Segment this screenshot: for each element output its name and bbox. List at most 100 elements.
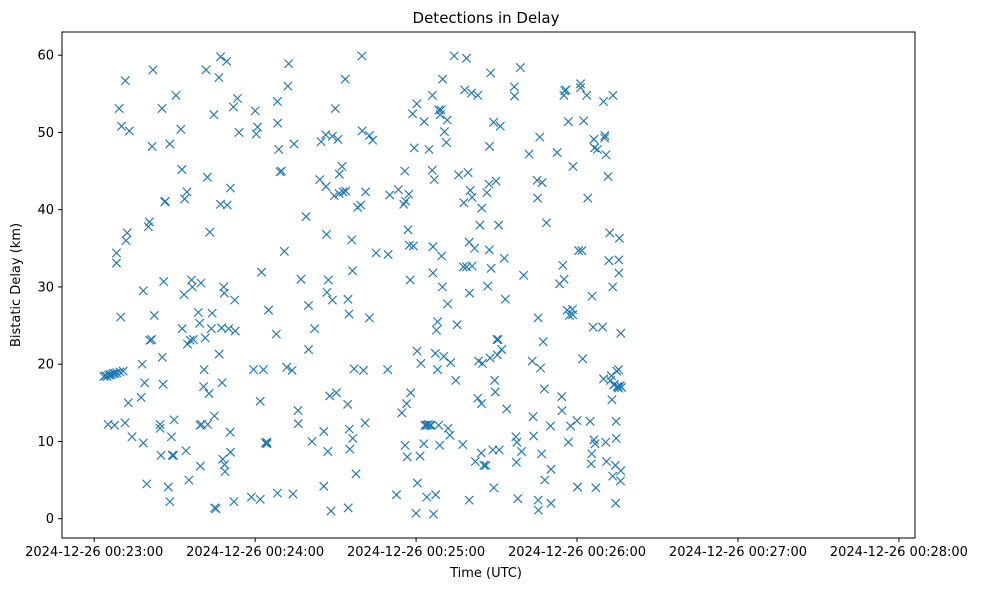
data-point-marker	[428, 242, 438, 252]
data-point-marker	[482, 188, 492, 198]
data-point-marker	[616, 466, 626, 476]
data-point-marker	[454, 170, 464, 180]
data-point-marker	[234, 127, 244, 138]
data-point-marker	[481, 460, 491, 470]
data-point-marker	[225, 183, 236, 193]
data-point-marker	[409, 143, 419, 153]
data-point-marker	[262, 437, 272, 447]
data-point-marker	[272, 488, 283, 498]
data-point-marker	[340, 74, 350, 84]
data-point-marker	[416, 358, 426, 369]
data-point-marker	[616, 328, 626, 338]
data-point-marker	[592, 144, 603, 155]
y-tick-label: 10	[37, 435, 54, 450]
data-point-marker	[203, 419, 213, 430]
x-axis-label: Time (UTC)	[449, 566, 522, 581]
data-point-marker	[181, 446, 191, 456]
data-point-marker	[351, 469, 361, 479]
data-point-marker	[436, 251, 447, 261]
data-point-marker	[500, 294, 511, 304]
data-point-marker	[316, 137, 326, 147]
x-tick-label: 2024-12-26 00:26:00	[508, 545, 646, 560]
data-point-marker	[590, 439, 600, 449]
data-point-marker	[428, 268, 438, 278]
data-point-marker	[121, 235, 131, 246]
data-point-marker	[607, 395, 617, 405]
data-point-marker	[256, 267, 267, 277]
y-axis-label: Bistatic Delay (km)	[9, 223, 24, 347]
data-point-marker	[537, 178, 547, 188]
data-point-marker	[218, 454, 228, 464]
data-point-marker	[322, 287, 332, 297]
data-point-marker	[400, 166, 410, 176]
data-point-marker	[451, 375, 461, 386]
data-point-marker	[431, 490, 441, 500]
data-point-marker	[230, 326, 240, 336]
data-point-marker	[614, 268, 624, 278]
data-point-marker	[205, 227, 215, 237]
data-point-marker	[466, 88, 477, 98]
data-point-marker	[177, 324, 187, 334]
data-point-marker	[338, 187, 348, 197]
data-point-marker	[250, 106, 260, 116]
data-point-marker	[303, 344, 314, 355]
data-point-marker	[473, 90, 483, 100]
data-point-marker	[483, 281, 493, 291]
y-tick-label: 30	[37, 280, 54, 295]
data-point-marker	[574, 246, 584, 256]
data-point-marker	[356, 200, 366, 210]
data-point-marker	[401, 196, 411, 206]
data-point-marker	[148, 65, 158, 75]
data-point-marker	[587, 291, 597, 301]
data-point-marker	[464, 495, 474, 505]
data-point-marker	[578, 354, 588, 364]
data-point-marker	[364, 313, 375, 323]
data-point-marker	[488, 117, 499, 127]
data-point-marker	[219, 460, 230, 470]
data-point-marker	[430, 348, 440, 358]
data-point-marker	[211, 504, 221, 514]
data-point-marker	[476, 398, 487, 409]
data-point-marker	[165, 497, 175, 507]
data-point-marker	[494, 220, 504, 230]
x-tick-label: 2024-12-26 00:25:00	[347, 545, 485, 560]
data-point-marker	[568, 310, 578, 320]
data-point-marker	[343, 294, 353, 304]
data-point-marker	[403, 225, 413, 235]
data-point-marker	[156, 450, 166, 460]
data-point-marker	[391, 490, 402, 500]
data-point-marker	[319, 426, 329, 436]
data-point-marker	[509, 91, 520, 101]
data-point-marker	[222, 56, 232, 66]
data-point-marker	[402, 398, 412, 409]
data-point-marker	[147, 141, 157, 151]
data-point-marker	[428, 509, 439, 519]
y-tick-label: 0	[46, 512, 54, 527]
data-point-marker	[284, 59, 294, 69]
x-tick-label: 2024-12-26 00:24:00	[186, 545, 324, 560]
data-point-marker	[195, 318, 205, 328]
data-point-marker	[533, 313, 543, 323]
data-point-marker	[579, 116, 589, 126]
chart-title: Detections in Delay	[413, 9, 560, 27]
data-point-marker	[591, 483, 601, 493]
data-point-marker	[323, 275, 333, 285]
data-point-marker	[545, 421, 556, 431]
data-point-marker	[357, 51, 367, 61]
data-point-marker	[497, 344, 507, 355]
data-point-marker	[509, 82, 519, 92]
data-point-marker	[307, 436, 317, 447]
data-point-marker	[248, 364, 259, 375]
data-point-marker	[333, 134, 343, 144]
data-point-marker	[613, 364, 624, 375]
data-point-marker	[422, 492, 432, 502]
data-point-marker	[225, 427, 235, 437]
data-point-marker	[611, 498, 621, 508]
data-point-marker	[155, 423, 165, 433]
data-point-marker	[199, 364, 209, 375]
x-tick-label: 2024-12-26 00:28:00	[830, 545, 968, 560]
data-point-marker	[195, 461, 206, 471]
data-point-marker	[603, 171, 613, 182]
data-point-marker	[321, 229, 332, 240]
data-point-marker	[330, 103, 340, 114]
